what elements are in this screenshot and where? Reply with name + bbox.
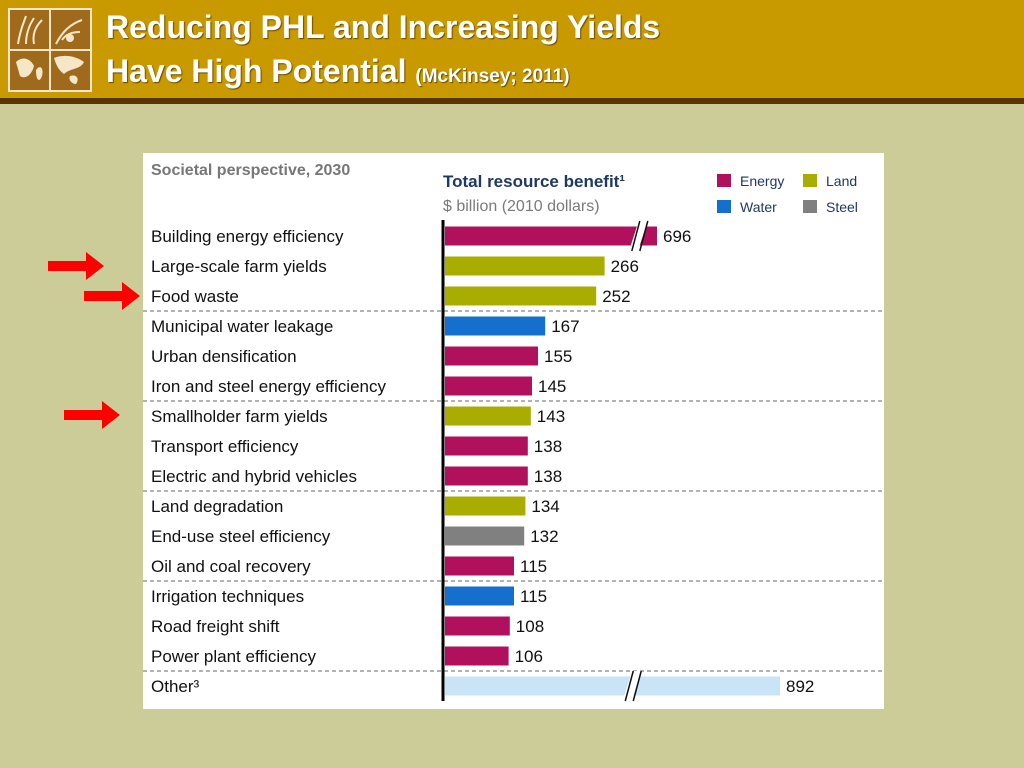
highlight-arrow-icon [84,282,140,310]
axis-break-mark [632,670,642,702]
category-label: Iron and steel energy efficiency [151,377,386,396]
category-label: Irrigation techniques [151,587,304,606]
category-label: Road freight shift [151,617,280,636]
agriculture-world-map-logo-icon [8,8,92,92]
axis-break-mark [631,220,641,252]
bar [445,226,657,246]
slide-title-citation: (McKinsey; 2011) [415,66,570,87]
header-divider [0,98,1024,104]
legend-swatch-water [717,200,731,213]
category-label: Large-scale farm yields [151,257,327,276]
chart-title: Total resource benefit¹ [443,172,625,191]
value-label: 138 [534,437,562,456]
value-label: 155 [544,347,572,366]
value-label: 143 [537,407,565,426]
bar [445,526,525,546]
category-label: Oil and coal recovery [151,557,311,576]
bar [445,346,538,366]
bar [445,406,531,426]
value-label: 132 [530,527,558,546]
value-label: 252 [602,287,630,306]
bar [445,646,509,666]
highlight-arrow-icon [64,401,120,429]
bar [445,676,780,696]
legend-label-land: Land [826,173,857,189]
bar [445,496,526,516]
slide-title-line-2: Have High Potential (McKinsey; 2011) [106,53,570,90]
bar [445,556,514,576]
category-label: End-use steel efficiency [151,527,331,546]
category-label: Power plant efficiency [151,647,317,666]
category-label: Transport efficiency [151,437,299,456]
axis-break-mark [639,220,649,252]
value-label: 696 [663,227,691,246]
category-label: Building energy efficiency [151,227,344,246]
chart-subtitle: Societal perspective, 2030 [151,162,350,179]
category-label: Smallholder farm yields [151,407,328,426]
category-label: Land degradation [151,497,283,516]
legend-swatch-land [803,174,817,187]
axis-break-mark [624,670,634,702]
bar [445,466,528,486]
value-label: 266 [611,257,639,276]
legend-label-water: Water [740,199,777,215]
value-label: 108 [516,617,544,636]
category-label: Electric and hybrid vehicles [151,467,357,486]
chart-panel: Societal perspective, 2030 Total resource… [143,153,884,709]
category-label: Food waste [151,287,239,306]
category-label: Municipal water leakage [151,317,333,336]
value-label: 138 [534,467,562,486]
value-label: 892 [786,677,814,696]
bar [445,256,605,276]
value-label: 145 [538,377,566,396]
legend-swatch-steel [803,200,817,213]
bar [445,586,514,606]
slide-header: Reducing PHL and Increasing Yields Have … [0,0,1024,98]
highlight-arrow-icon [48,252,104,280]
bar [445,616,510,636]
resource-benefit-bar-chart: Societal perspective, 2030 Total resource… [143,162,884,702]
value-label: 115 [520,557,547,576]
category-label: Other³ [151,677,200,696]
chart-unit-label: $ billion (2010 dollars) [443,198,600,215]
category-label: Urban densification [151,347,297,366]
legend-label-energy: Energy [740,173,784,189]
value-label: 134 [531,497,559,516]
bar [445,436,528,456]
legend-label-steel: Steel [826,199,858,215]
legend-swatch-energy [717,174,731,187]
slide-title-line-1: Reducing PHL and Increasing Yields [106,9,661,45]
value-label: 106 [515,647,543,666]
value-label: 115 [520,587,547,606]
bar [445,316,546,336]
bar [445,376,532,396]
bar [445,286,597,306]
value-label: 167 [551,317,579,336]
slide-title-text: Have High Potential [106,53,407,89]
logo-graphic [10,10,90,90]
